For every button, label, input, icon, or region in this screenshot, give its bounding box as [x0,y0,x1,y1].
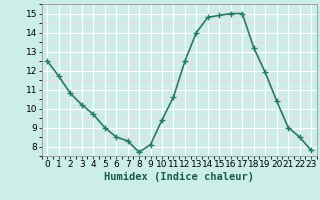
X-axis label: Humidex (Indice chaleur): Humidex (Indice chaleur) [104,172,254,182]
